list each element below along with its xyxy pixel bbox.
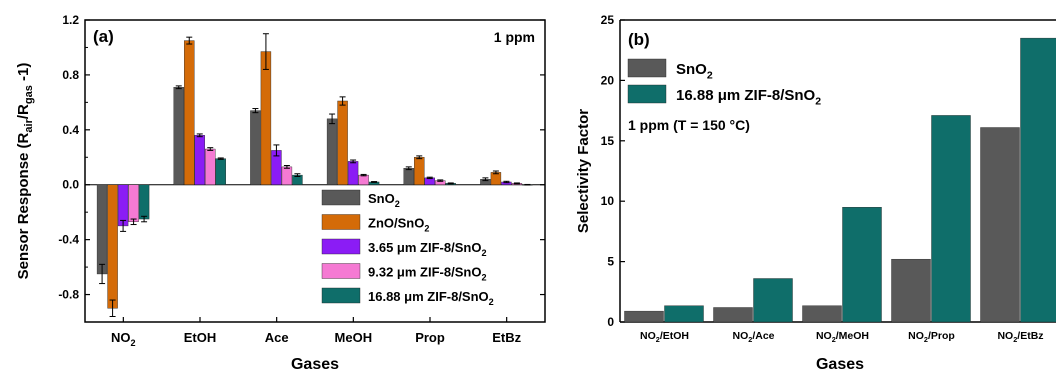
y-axis-label: Selectivity Factor <box>575 109 592 233</box>
bar <box>216 159 226 185</box>
bar <box>338 101 348 185</box>
annotation: 1 ppm <box>494 29 535 45</box>
bar <box>250 111 260 185</box>
y-tick-label: 5 <box>607 255 614 269</box>
y-tick-label: 0 <box>607 315 614 329</box>
bar <box>1021 38 1056 322</box>
bar <box>282 167 292 185</box>
x-tick-label: NO2/Prop <box>908 330 955 344</box>
y-tick-label: 25 <box>601 13 615 27</box>
x-tick-label: Prop <box>415 330 445 345</box>
legend-swatch <box>322 239 360 254</box>
legend-swatch <box>322 288 360 303</box>
bar <box>414 157 424 184</box>
y-tick-label: -0.4 <box>58 233 79 247</box>
x-tick-label: NO2/EtBz <box>997 330 1043 344</box>
bar <box>981 128 1020 322</box>
bar <box>108 185 118 309</box>
legend-swatch <box>628 59 666 77</box>
y-tick-label: 0.0 <box>62 178 79 192</box>
bar <box>195 135 205 184</box>
bar <box>129 185 139 222</box>
bar <box>843 207 882 322</box>
legend-swatch <box>322 190 360 205</box>
y-tick-label: 15 <box>601 134 615 148</box>
bar <box>118 185 128 226</box>
bar <box>754 279 793 322</box>
bar <box>665 306 704 322</box>
x-tick-label: EtOH <box>184 330 217 345</box>
x-tick-label: NO2/EtOH <box>640 330 689 344</box>
legend-swatch <box>628 85 666 103</box>
legend-swatch <box>322 215 360 230</box>
bar <box>327 119 337 185</box>
y-tick-label: 1.2 <box>62 13 79 27</box>
bar <box>359 175 369 185</box>
bar <box>714 308 753 322</box>
x-tick-label: NO2/Ace <box>733 330 775 344</box>
panel-label: (a) <box>93 27 114 46</box>
bar <box>139 185 149 219</box>
y-tick-label: 0.8 <box>62 68 79 82</box>
bar <box>348 161 358 184</box>
bar <box>205 149 215 185</box>
x-tick-label: EtBz <box>492 330 521 345</box>
y-tick-label: 0.4 <box>62 123 79 137</box>
bar <box>892 259 931 322</box>
bar <box>97 185 107 274</box>
bar <box>261 52 271 185</box>
bar <box>625 311 664 322</box>
bar <box>174 87 184 184</box>
bar <box>184 41 194 185</box>
x-tick-label: MeOH <box>335 330 373 345</box>
bar <box>932 115 971 322</box>
x-axis-label: Gases <box>816 356 864 373</box>
y-tick-label: 10 <box>601 194 615 208</box>
y-tick-label: -0.8 <box>58 288 79 302</box>
annotation: 1 ppm (T = 150 °C) <box>628 117 750 133</box>
x-tick-label: Ace <box>265 330 289 345</box>
x-tick-label: NO2/MeOH <box>816 330 869 344</box>
y-tick-label: 20 <box>601 73 615 87</box>
bar <box>404 168 414 184</box>
legend-swatch <box>322 264 360 279</box>
x-axis-label: Gases <box>291 356 339 373</box>
panel-label: (b) <box>628 30 650 49</box>
bar <box>803 306 842 322</box>
